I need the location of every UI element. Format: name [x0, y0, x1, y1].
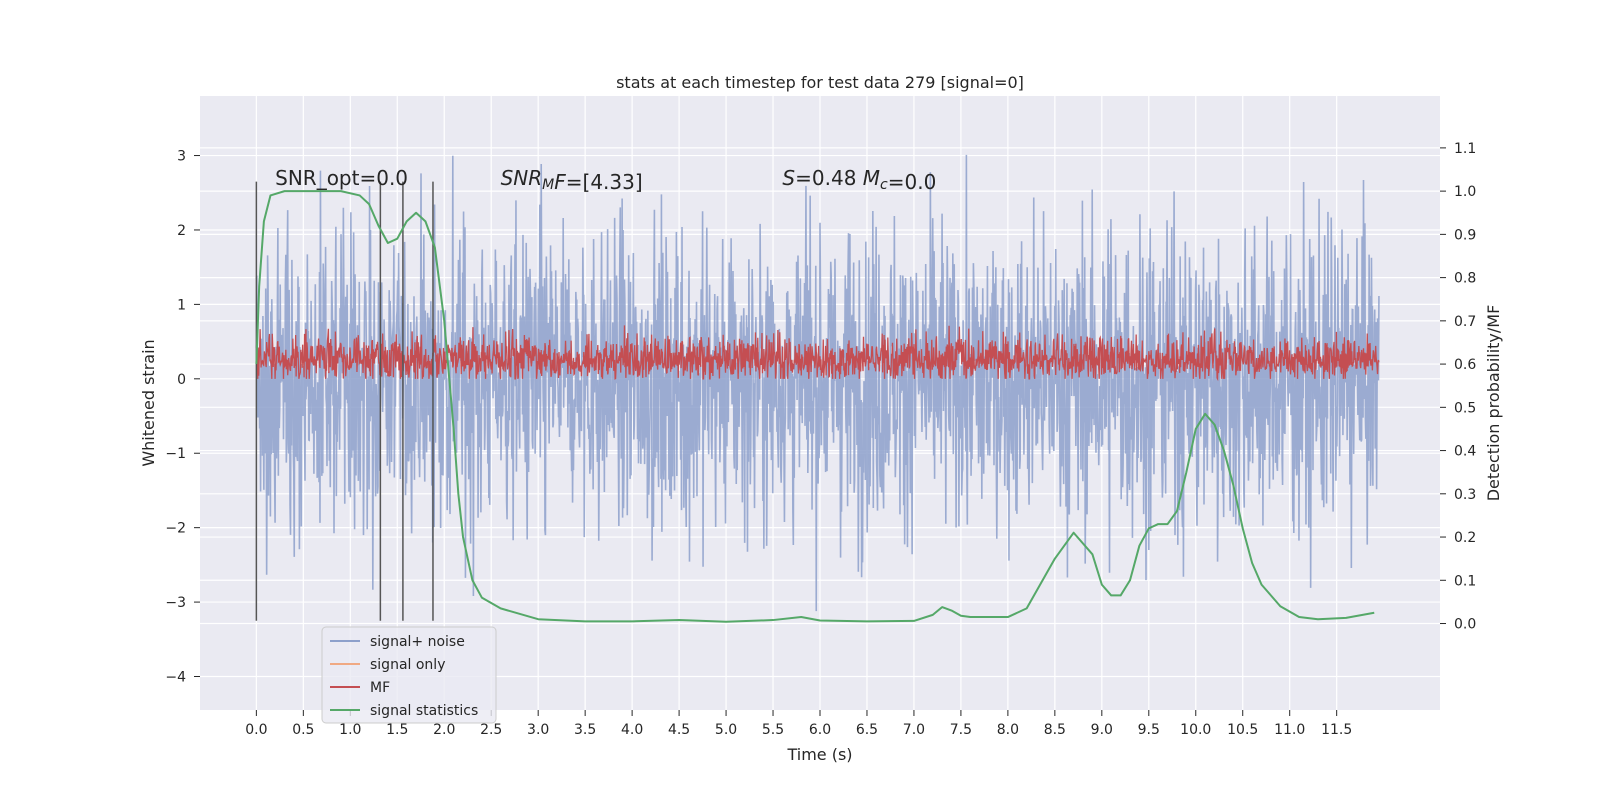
x-tick-label: 7.5	[950, 722, 972, 738]
annotation-part: F	[554, 170, 566, 194]
x-tick-label: 1.5	[386, 722, 408, 738]
y-right-tick-label: 0.7	[1454, 314, 1476, 330]
annotations: SNR_opt=0.0 SNRMF=[4.33] S=0.48 Mc=0.0	[275, 166, 936, 194]
annotation-part: =0.48	[795, 166, 863, 190]
legend: signal+ noise signal only MF signal statist…	[321, 626, 497, 724]
y-right-tick-label: 0.3	[1454, 487, 1476, 503]
annotation-part: S	[782, 166, 795, 190]
x-tick-label: 10.0	[1180, 722, 1211, 738]
series-mf	[255, 325, 1380, 382]
y-right-tick-label: 0.8	[1454, 271, 1476, 287]
legend-label: signal+ noise	[370, 634, 465, 650]
x-tick-label: 3.5	[574, 722, 596, 738]
x-tick-label: 9.0	[1091, 722, 1113, 738]
annotation: SNRMF=[4.33]	[501, 166, 643, 194]
y-right-tick-label: 0.6	[1454, 357, 1476, 373]
y-right-tick-label: 0.2	[1454, 530, 1476, 546]
x-tick-label: 6.5	[856, 722, 878, 738]
x-tick-label: 8.0	[997, 722, 1019, 738]
y-right-tick-label: 1.1	[1454, 141, 1476, 157]
y-right-tick-label: 0.9	[1454, 227, 1476, 243]
x-tick-label: 3.0	[527, 722, 549, 738]
annotation-part: M	[863, 166, 880, 190]
x-tick-label: 10.5	[1227, 722, 1258, 738]
y-axis-label-left: Whitened strain	[139, 339, 158, 466]
annotation-part: =0.0	[888, 170, 937, 194]
y-left-tick-label: 2	[177, 223, 186, 239]
y-right-tick-label: 0.1	[1454, 573, 1476, 589]
y-right-tick-label: 0.4	[1454, 444, 1476, 460]
legend-label: MF	[370, 680, 390, 696]
y-left-tick-label: −1	[165, 446, 186, 462]
x-tick-label: 2.0	[433, 722, 455, 738]
legend-box	[321, 626, 497, 724]
y-left-tick-label: 1	[177, 297, 186, 313]
x-tick-label: 2.5	[480, 722, 502, 738]
x-tick-label: 7.0	[903, 722, 925, 738]
y-left-tick-label: −4	[165, 670, 186, 686]
annotation-part: c	[880, 177, 888, 193]
annotation-part: M	[542, 177, 554, 193]
x-tick-label: 11.0	[1274, 722, 1305, 738]
data-layer	[255, 154, 1380, 623]
ticks: 0.0 0.5 1.0 1.5 2.0 2.5 3.0 3.5 4.0 4.5 5.0 5.5 6.0 6…	[165, 141, 1476, 738]
x-tick-label: 0.5	[292, 722, 314, 738]
x-tick-label: 0.0	[245, 722, 267, 738]
x-tick-label: 4.0	[621, 722, 643, 738]
x-tick-label: 11.5	[1321, 722, 1352, 738]
x-tick-label: 4.5	[668, 722, 690, 738]
x-tick-label: 8.5	[1044, 722, 1066, 738]
x-axis-label: Time (s)	[786, 745, 852, 764]
legend-label: signal only	[370, 657, 445, 673]
annotation: S=0.48 Mc=0.0	[782, 166, 936, 194]
x-tick-label: 9.5	[1138, 722, 1160, 738]
annotation-part: SNR_opt=0.0	[275, 166, 408, 190]
annotation: SNR_opt=0.0	[275, 166, 408, 190]
y-left-tick-label: −2	[165, 521, 186, 537]
y-left-tick-label: 0	[177, 372, 186, 388]
x-tick-label: 5.0	[715, 722, 737, 738]
y-right-tick-label: 1.0	[1454, 184, 1476, 200]
chart-title: stats at each timestep for test data 279…	[616, 73, 1024, 92]
legend-label: signal statistics	[370, 703, 478, 719]
annotation-part: =[4.33]	[566, 170, 643, 194]
x-tick-label: 5.5	[762, 722, 784, 738]
y-left-tick-label: −3	[165, 595, 186, 611]
x-tick-label: 1.0	[339, 722, 361, 738]
y-right-tick-label: 0.5	[1454, 400, 1476, 416]
x-tick-label: 6.0	[809, 722, 831, 738]
series-signal-statistics	[255, 190, 1375, 623]
y-left-tick-label: 3	[177, 149, 186, 165]
annotation-part: SNR	[501, 166, 543, 190]
y-right-tick-label: 0.0	[1454, 617, 1476, 633]
y-axis-label-right: Detection probability/MF	[1484, 305, 1503, 502]
